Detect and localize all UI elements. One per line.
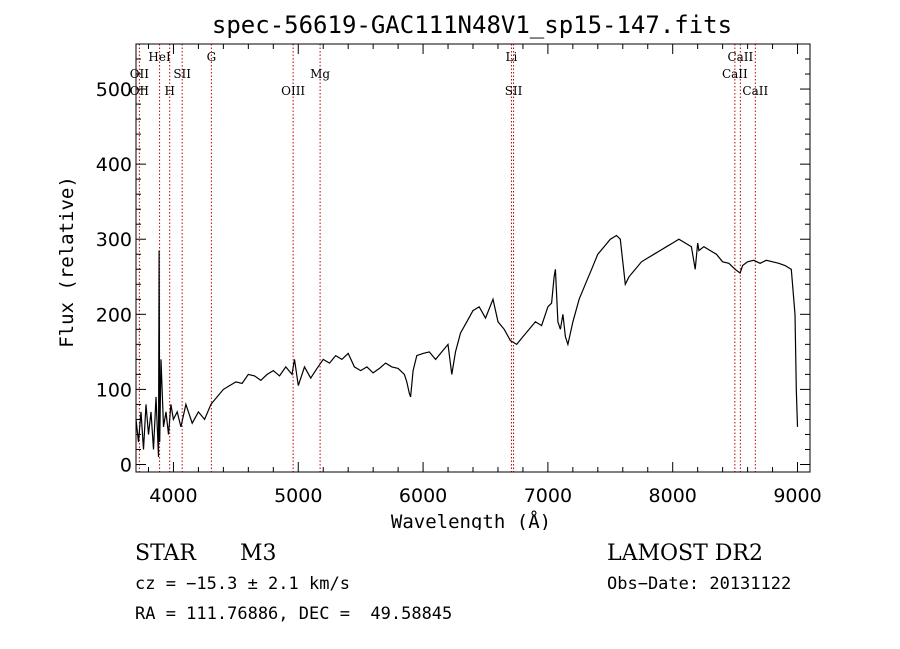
spectral-line-label: OIII (281, 84, 305, 98)
spectral-line-label: CaII (742, 84, 768, 98)
y-tick-label: 100 (96, 379, 132, 401)
y-tick-label: 200 (96, 304, 132, 326)
x-tick-label: 5000 (274, 485, 322, 507)
spectrum-chart: spec-56619-GAC111N48V1_sp15-147.fits OII… (56, 11, 822, 530)
observation-date: Obs−Date: 20131122 (607, 574, 792, 594)
axis-ticks-group (136, 43, 810, 472)
spectral-line-label: CaII (727, 50, 753, 64)
y-tick-label: 500 (96, 79, 132, 101)
x-tick-label: 6000 (399, 485, 447, 507)
x-tick-label: 4000 (149, 485, 197, 507)
spectral-lines-group (138, 44, 756, 472)
spectral-line-label: H (164, 84, 174, 98)
spectral-line-label: HeI (148, 50, 171, 64)
y-tick-label: 300 (96, 229, 132, 251)
spectral-line-label: G (207, 50, 217, 64)
spectral-line-label: SII (505, 84, 523, 98)
redshift-readout: cz = −15.3 ± 2.1 km/s (135, 574, 350, 594)
spectral-line-label: Mg (310, 67, 330, 81)
spectrum-series-line (135, 234, 799, 458)
x-tick-label: 7000 (524, 485, 572, 507)
object-type: STAR (135, 541, 196, 566)
x-tick-label: 8000 (649, 485, 697, 507)
y-axis-label: Flux (relative) (56, 176, 78, 348)
plot-frame (135, 43, 811, 473)
y-tick-label: 0 (120, 454, 132, 476)
spectral-line-label: SII (173, 67, 191, 81)
x-axis-label: Wavelength (Å) (391, 510, 551, 530)
spectral-line-label: Li (506, 50, 518, 64)
y-tick-label: 400 (96, 154, 132, 176)
coordinates-readout: RA = 111.76886, DEC = 49.58845 (135, 604, 453, 624)
survey-name: LAMOST DR2 (607, 541, 763, 566)
spectral-line-label: CaII (722, 67, 748, 81)
chart-title: spec-56619-GAC111N48V1_sp15-147.fits (212, 11, 732, 39)
x-tick-label: 9000 (773, 485, 821, 507)
tick-labels-group: 4000 5000 6000 7000 8000 9000 0 100 200 300 400 500 (96, 79, 822, 507)
spectral-line-label: OII (130, 84, 150, 98)
object-subclass: M3 (240, 541, 277, 566)
